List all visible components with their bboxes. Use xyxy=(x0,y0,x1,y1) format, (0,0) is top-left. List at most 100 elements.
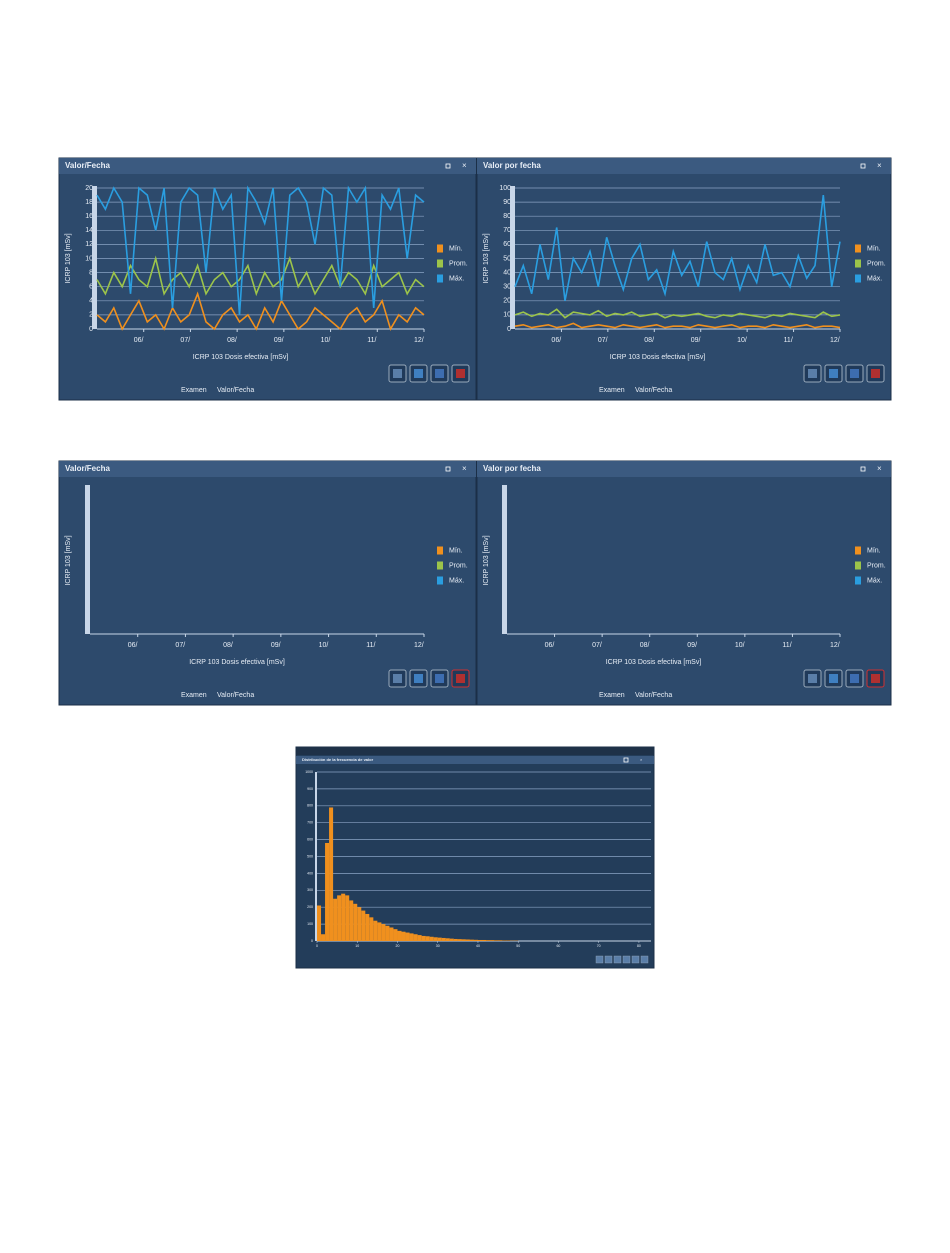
tool-button[interactable] xyxy=(623,956,630,963)
tab[interactable]: Examen xyxy=(599,692,625,699)
histogram-bar xyxy=(357,907,361,941)
histogram-bar xyxy=(442,938,446,941)
y-tick-label: 50 xyxy=(503,255,511,262)
histogram-bar xyxy=(502,940,506,941)
x-tick-label: 06/ xyxy=(551,337,561,344)
y-axis-label: ICRP 103 [mSv] xyxy=(65,535,72,585)
tool-icon xyxy=(393,674,402,683)
y-axis-label: ICRP 103 [mSv] xyxy=(483,233,490,283)
close-button[interactable]: × xyxy=(877,161,882,170)
tool-button[interactable] xyxy=(596,956,603,963)
legend-label: Prom. xyxy=(867,260,886,267)
legend-swatch xyxy=(437,275,443,283)
tool-button[interactable] xyxy=(641,956,648,963)
histogram-bar xyxy=(446,938,450,941)
tool-button[interactable] xyxy=(605,956,612,963)
tab[interactable]: Examen xyxy=(181,692,207,699)
histogram-bar xyxy=(337,895,341,941)
histogram-bar xyxy=(430,937,434,941)
histogram-bar xyxy=(454,939,458,941)
panel-header xyxy=(59,158,476,174)
legend-label: Máx. xyxy=(449,577,464,584)
x-tick-label: 80 xyxy=(637,944,641,948)
legend-swatch xyxy=(437,577,443,585)
histogram-bar xyxy=(474,940,478,941)
x-tick-label: 08/ xyxy=(227,337,237,344)
y-axis-label: ICRP 103 [mSv] xyxy=(483,535,490,585)
x-tick-label: 09/ xyxy=(274,337,284,344)
histogram-bar xyxy=(365,914,369,941)
tab[interactable]: Examen xyxy=(181,387,207,394)
panel-title: Valor/Fecha xyxy=(65,464,110,473)
histogram-bar xyxy=(345,895,349,941)
tool-icon xyxy=(850,674,859,683)
tab[interactable]: Examen xyxy=(599,387,625,394)
histogram-bar xyxy=(402,932,406,941)
histogram-bar xyxy=(478,940,482,941)
y-tick-label: 100 xyxy=(307,922,313,926)
x-tick-label: 08/ xyxy=(644,337,654,344)
legend-label: Prom. xyxy=(449,260,468,267)
x-tick-label: 06/ xyxy=(545,642,555,649)
tool-button[interactable] xyxy=(614,956,621,963)
histogram-bar xyxy=(494,940,498,941)
y-tick-label: 800 xyxy=(307,804,313,808)
close-button[interactable]: × xyxy=(462,464,467,473)
histogram-bar xyxy=(422,936,426,941)
tab[interactable]: Valor/Fecha xyxy=(217,692,254,699)
legend-swatch xyxy=(437,547,443,555)
tool-icon xyxy=(850,369,859,378)
axis-bar xyxy=(92,186,97,329)
x-tick-label: 10/ xyxy=(321,337,331,344)
histogram-bar xyxy=(410,933,414,941)
y-tick-label: 0 xyxy=(311,939,313,943)
x-axis-label: ICRP 103 Dosis efectiva [mSv] xyxy=(189,659,285,666)
legend-swatch xyxy=(855,275,861,283)
y-tick-label: 900 xyxy=(307,787,313,791)
legend-label: Mín. xyxy=(867,547,881,554)
tool-icon xyxy=(456,674,465,683)
x-axis-label: ICRP 103 Dosis efectiva [mSv] xyxy=(193,354,289,361)
panel xyxy=(477,461,891,705)
tab[interactable]: Valor/Fecha xyxy=(217,387,254,394)
tab[interactable]: Valor/Fecha xyxy=(635,692,672,699)
y-tick-label: 700 xyxy=(307,821,313,825)
close-button[interactable]: × xyxy=(877,464,882,473)
tool-icon xyxy=(414,369,423,378)
legend-label: Prom. xyxy=(449,562,468,569)
tool-icon xyxy=(435,674,444,683)
histogram-bar xyxy=(438,938,442,941)
y-tick-label: 16 xyxy=(85,213,93,220)
legend-swatch xyxy=(437,562,443,570)
histogram-bar xyxy=(377,922,381,941)
x-tick-label: 11/ xyxy=(366,642,375,649)
tool-button[interactable] xyxy=(632,956,639,963)
y-tick-label: 1000 xyxy=(305,770,313,774)
y-tick-label: 500 xyxy=(307,854,313,858)
x-tick-label: 20 xyxy=(396,944,400,948)
histogram-bar xyxy=(414,934,418,941)
tool-icon xyxy=(829,369,838,378)
y-tick-label: 10 xyxy=(85,255,93,262)
histogram-bar xyxy=(506,940,510,941)
tab[interactable]: Valor/Fecha xyxy=(635,387,672,394)
histogram-bar xyxy=(490,940,494,941)
tool-icon xyxy=(414,674,423,683)
histogram-bar xyxy=(353,904,357,941)
histogram-bar xyxy=(361,911,365,941)
x-tick-label: 11/ xyxy=(367,337,376,344)
x-tick-label: 10/ xyxy=(735,642,745,649)
legend-swatch xyxy=(855,547,861,555)
x-tick-label: 12/ xyxy=(414,642,424,649)
close-button[interactable]: × xyxy=(462,161,467,170)
tool-icon xyxy=(871,674,880,683)
y-tick-label: 70 xyxy=(503,227,511,234)
x-tick-label: 09/ xyxy=(691,337,701,344)
x-tick-label: 07/ xyxy=(598,337,608,344)
legend-swatch xyxy=(855,260,861,268)
histogram-bar xyxy=(418,935,422,941)
histogram-bar xyxy=(389,927,393,941)
x-tick-label: 0 xyxy=(316,944,318,948)
legend-swatch xyxy=(855,562,861,570)
